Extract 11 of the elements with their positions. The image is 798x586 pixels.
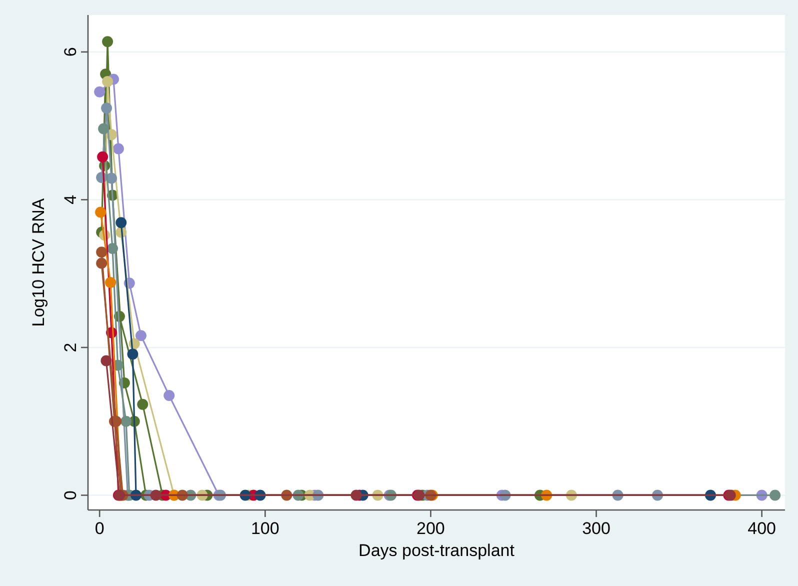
x-axis-title: Days post-transplant <box>358 541 515 560</box>
x-tick-label: 400 <box>748 519 776 538</box>
y-tick-label: 0 <box>61 490 80 500</box>
y-tick-label: 4 <box>61 194 80 204</box>
y-axis-title: Log10 HCV RNA <box>29 198 48 327</box>
x-tick-label: 0 <box>94 519 104 538</box>
x-tick-label: 300 <box>582 519 610 538</box>
x-tick-label: 200 <box>416 519 445 538</box>
x-tick-label: 100 <box>250 519 280 538</box>
y-tick-label: 2 <box>61 342 80 352</box>
y-tick-label: 6 <box>61 47 80 57</box>
